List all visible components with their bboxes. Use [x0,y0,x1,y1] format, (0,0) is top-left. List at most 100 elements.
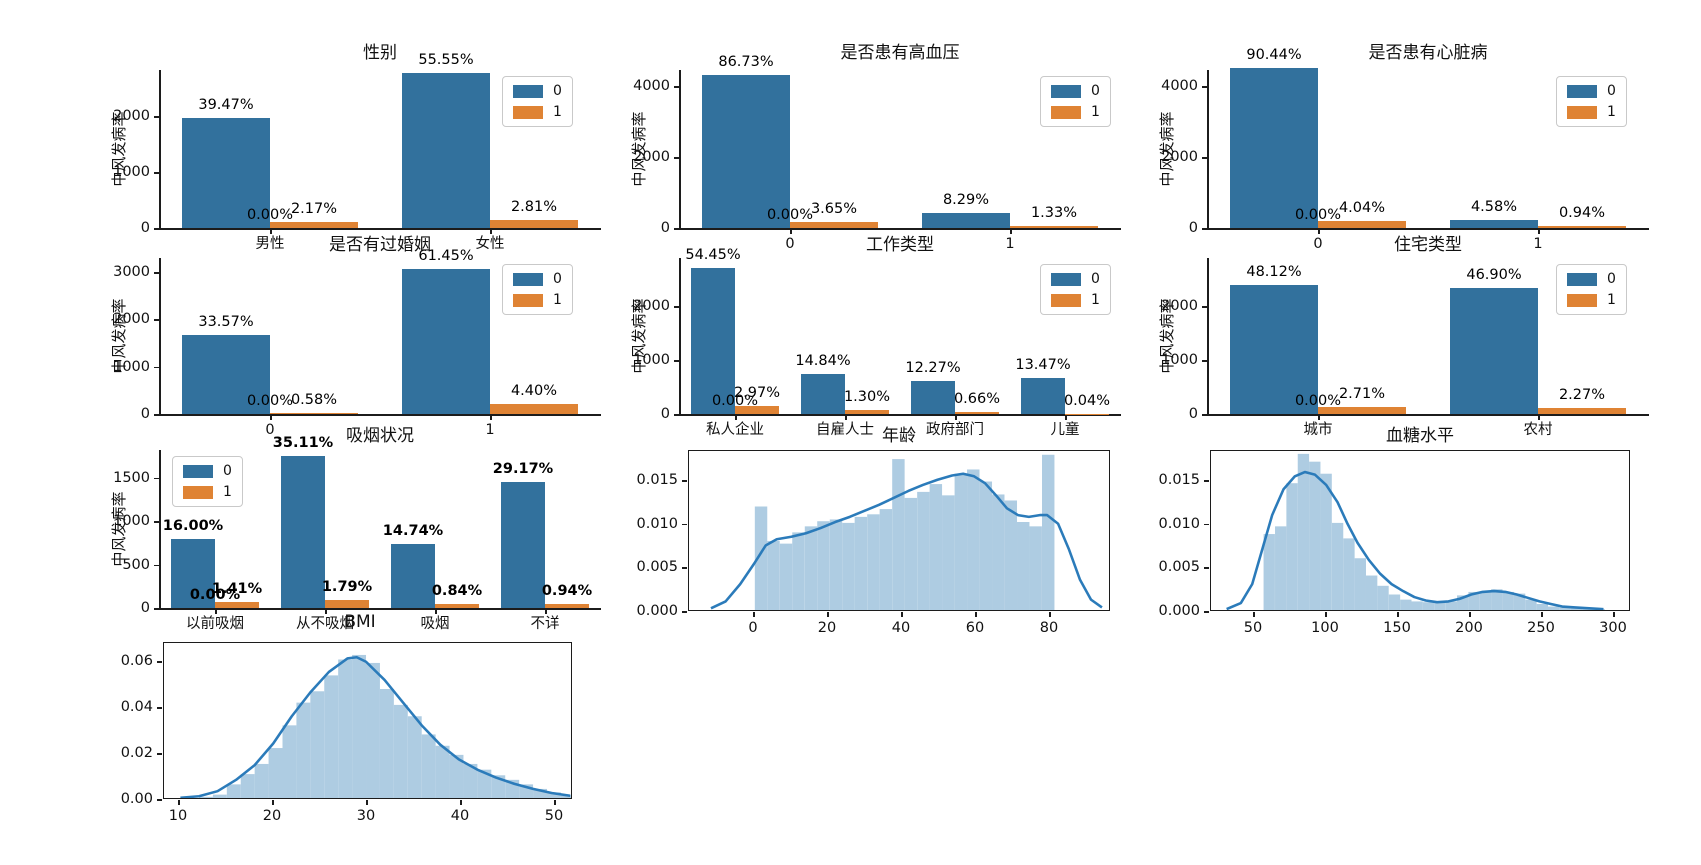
hist-bin [804,526,818,610]
x-axis-spine [1207,228,1649,230]
y-tick-mark [157,799,162,801]
bar-orange [325,600,369,608]
legend-item-0: 0 [1051,271,1100,287]
x-tick-mark [1325,612,1327,617]
x-tick-mark [215,609,217,614]
hist-bin [1445,601,1458,610]
hist-bin [268,748,283,798]
bar-blue [171,538,215,608]
x-tick-label: 城市 [1303,422,1333,438]
y-tick-label: 0.005 [1158,559,1200,576]
zero-value-label: 0.00% [189,587,241,603]
hist-bin [867,514,880,610]
zero-value-label: 0.00% [766,207,814,223]
hist-bin [942,495,955,610]
x-tick-label: 不详 [530,616,560,632]
hist-bin [477,769,492,798]
hist-bin [1029,526,1042,610]
hist-bin [338,659,353,798]
hist-bin [352,654,367,798]
hist-bin [1468,591,1480,610]
bar-value-label: 16.00% [162,517,224,534]
hist-bin [546,792,561,798]
x-tick-mark [435,609,437,614]
hist-bin [1275,526,1287,610]
y-tick-label: 1000 [113,164,150,180]
x-tick-label: 150 [1383,620,1411,636]
legend-swatch-icon [1567,293,1597,307]
hist-bin [1297,453,1310,610]
x-tick-label: 20 [262,808,282,824]
y-axis-label-gender: 中风发病率 [110,111,128,187]
x-tick-label: 私人企业 [706,422,764,438]
bar-orange [545,603,589,608]
zero-value-label: 0.00% [1294,393,1342,409]
x-tick-mark [1010,229,1012,234]
y-tick-label: 0.015 [636,472,678,488]
hist-bin [1042,454,1055,610]
hist-bin [1536,603,1548,610]
x-tick-mark [1318,229,1320,234]
y-tick-label: 0.000 [636,603,678,619]
x-tick-label: 80 [1039,620,1059,636]
y-tick-label: 0 [140,406,150,422]
legend-item-1: 1 [183,484,232,500]
y-tick-mark [674,228,679,230]
x-tick-label: 0 [265,422,275,438]
y-tick-mark [1204,567,1209,569]
y-tick-label: 1000 [1161,352,1198,368]
hist-bin [817,521,830,610]
x-tick-label: 40 [450,808,470,824]
y-axis-spine [1207,258,1209,415]
hist-bin [1263,534,1275,610]
y-tick-mark [154,172,159,174]
hist-bin [1547,606,1560,610]
chart-title-gender: 性别 [363,43,397,63]
y-tick-label: 0.005 [636,559,678,576]
legend-label: 0 [1607,83,1616,99]
hist-bin [240,774,255,798]
bar-value-label: 0.58% [290,391,338,408]
bar-orange [215,601,259,608]
bar-value-label: 48.12% [1246,263,1302,280]
bar-value-label: 54.45% [685,246,741,263]
x-tick-label: 50 [1243,620,1263,636]
x-tick-label: 女性 [475,236,505,252]
x-tick-mark [270,229,272,234]
hist-bin [449,754,464,798]
y-tick-mark [157,753,162,755]
bar-value-label: 2.17% [290,200,338,217]
legend-label: 1 [1607,104,1616,120]
bar-orange [490,220,578,228]
y-tick-label: 2000 [633,298,670,314]
bar-blue [391,544,435,608]
y-tick-mark [674,157,679,159]
x-tick-mark [1397,612,1399,617]
y-tick-mark [1204,523,1209,526]
hist-bin [1411,601,1423,610]
y-tick-label: 2000 [113,108,150,124]
bar-value-label: 33.57% [198,313,254,330]
hist-bin [366,662,380,798]
x-tick-mark [554,800,556,805]
hist-bin [1017,522,1030,610]
y-tick-label: 1000 [113,513,150,529]
y-tick-label: 2000 [1161,298,1198,314]
y-tick-label: 0.000 [1158,603,1200,619]
y-tick-label: 0.015 [1158,472,1200,488]
bar-value-label: 4.58% [1470,198,1518,215]
x-tick-mark [901,612,903,617]
x-tick-label: 自雇人士 [816,422,874,438]
legend-swatch-icon [513,84,543,98]
y-tick-label: 0.06 [120,653,153,669]
hist-bin [754,506,768,610]
chart-title-hypertension: 是否患有高血压 [840,43,960,63]
hist-bin [967,469,980,610]
hist-bin [1559,607,1571,610]
bar-value-label: 35.11% [272,434,334,451]
x-tick-label: 30 [356,808,376,824]
hist-bin [979,481,993,610]
chart-title-smoking: 吸烟状况 [346,426,414,446]
